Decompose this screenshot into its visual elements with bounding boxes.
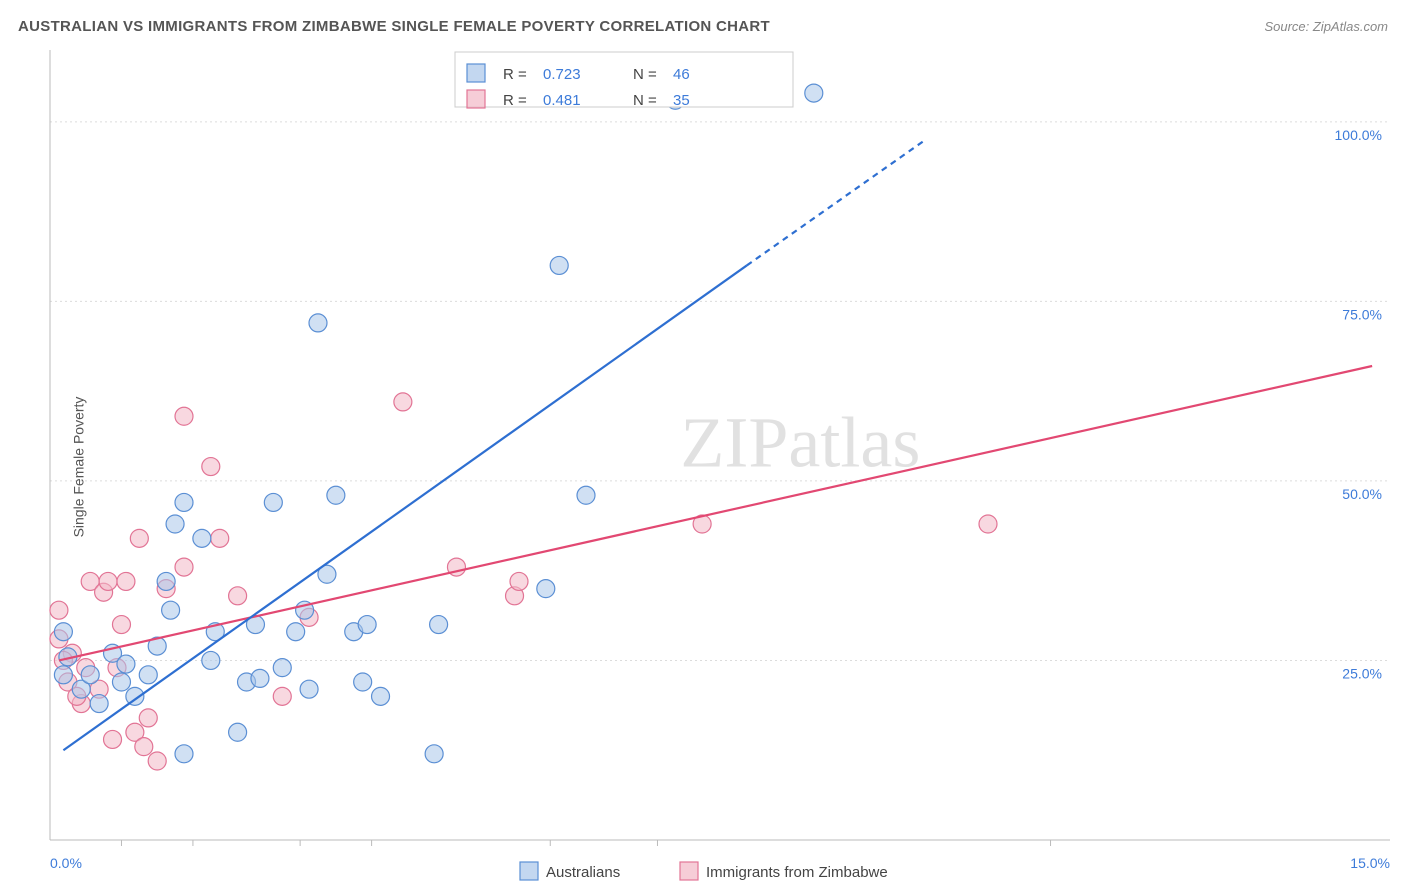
data-point-australians bbox=[202, 651, 220, 669]
data-point-australians bbox=[550, 256, 568, 274]
data-point-zimbabwe bbox=[175, 558, 193, 576]
data-point-australians bbox=[54, 666, 72, 684]
regression-line-australians-extrap bbox=[747, 140, 926, 266]
y-tick-label: 50.0% bbox=[1342, 486, 1382, 502]
regression-line-australians bbox=[63, 265, 746, 750]
data-point-zimbabwe bbox=[50, 601, 68, 619]
data-point-australians bbox=[287, 623, 305, 641]
legend-n-label: N = bbox=[633, 66, 657, 83]
data-point-australians bbox=[90, 695, 108, 713]
data-point-australians bbox=[372, 687, 390, 705]
chart-container: Single Female Poverty ZIPatlas 25.0% 50.0%… bbox=[0, 42, 1406, 892]
bottom-legend-swatch-australians bbox=[520, 862, 538, 880]
data-point-australians bbox=[309, 314, 327, 332]
x-tick-label: 0.0% bbox=[50, 855, 82, 871]
data-point-zimbabwe bbox=[211, 529, 229, 547]
source-attribution: Source: ZipAtlas.com bbox=[1264, 19, 1388, 34]
data-point-zimbabwe bbox=[139, 709, 157, 727]
legend-swatch-australians bbox=[467, 64, 485, 82]
data-point-australians bbox=[430, 616, 448, 634]
data-point-australians bbox=[300, 680, 318, 698]
data-point-zimbabwe bbox=[135, 738, 153, 756]
x-tick-label: 15.0% bbox=[1350, 855, 1390, 871]
bottom-legend-label: Immigrants from Zimbabwe bbox=[706, 864, 888, 881]
legend-n-value: 46 bbox=[673, 66, 690, 83]
data-point-australians bbox=[157, 572, 175, 590]
watermark: ZIPatlas bbox=[680, 403, 920, 483]
data-point-zimbabwe bbox=[510, 572, 528, 590]
bottom-legend-label: Australians bbox=[546, 864, 620, 881]
legend-swatch-zimbabwe bbox=[467, 90, 485, 108]
data-point-zimbabwe bbox=[979, 515, 997, 533]
legend-r-value: 0.723 bbox=[543, 66, 581, 83]
data-point-australians bbox=[537, 580, 555, 598]
data-point-zimbabwe bbox=[104, 730, 122, 748]
data-point-zimbabwe bbox=[99, 572, 117, 590]
data-point-zimbabwe bbox=[130, 529, 148, 547]
data-point-australians bbox=[577, 486, 595, 504]
data-point-zimbabwe bbox=[175, 407, 193, 425]
data-point-zimbabwe bbox=[394, 393, 412, 411]
data-point-australians bbox=[327, 486, 345, 504]
data-point-australians bbox=[175, 745, 193, 763]
data-point-australians bbox=[112, 673, 130, 691]
scatter-chart: ZIPatlas 25.0% 50.0% 75.0% 100.0% 0.0% 15.0% R … bbox=[0, 42, 1406, 892]
legend-r-label: R = bbox=[503, 66, 527, 83]
bottom-legend-swatch-zimbabwe bbox=[680, 862, 698, 880]
data-point-australians bbox=[175, 493, 193, 511]
data-point-australians bbox=[117, 655, 135, 673]
y-tick-label: 100.0% bbox=[1335, 127, 1382, 143]
data-point-zimbabwe bbox=[117, 572, 135, 590]
data-point-zimbabwe bbox=[148, 752, 166, 770]
data-point-australians bbox=[425, 745, 443, 763]
legend-r-value: 0.481 bbox=[543, 92, 581, 109]
data-point-australians bbox=[273, 659, 291, 677]
data-point-australians bbox=[162, 601, 180, 619]
data-point-australians bbox=[54, 623, 72, 641]
y-tick-label: 75.0% bbox=[1342, 306, 1382, 322]
legend-r-label: R = bbox=[503, 92, 527, 109]
data-point-australians bbox=[264, 493, 282, 511]
data-point-australians bbox=[81, 666, 99, 684]
y-tick-label: 25.0% bbox=[1342, 665, 1382, 681]
data-point-australians bbox=[251, 669, 269, 687]
data-point-zimbabwe bbox=[202, 458, 220, 476]
data-point-australians bbox=[166, 515, 184, 533]
data-point-australians bbox=[229, 723, 247, 741]
data-point-australians bbox=[358, 616, 376, 634]
data-point-australians bbox=[805, 84, 823, 102]
legend-n-label: N = bbox=[633, 92, 657, 109]
y-axis-label: Single Female Poverty bbox=[70, 397, 86, 538]
data-point-zimbabwe bbox=[229, 587, 247, 605]
data-point-australians bbox=[193, 529, 211, 547]
legend-n-value: 35 bbox=[673, 92, 690, 109]
chart-title: AUSTRALIAN VS IMMIGRANTS FROM ZIMBABWE S… bbox=[18, 18, 770, 35]
data-point-australians bbox=[354, 673, 372, 691]
data-point-zimbabwe bbox=[112, 616, 130, 634]
data-point-australians bbox=[139, 666, 157, 684]
data-point-zimbabwe bbox=[273, 687, 291, 705]
